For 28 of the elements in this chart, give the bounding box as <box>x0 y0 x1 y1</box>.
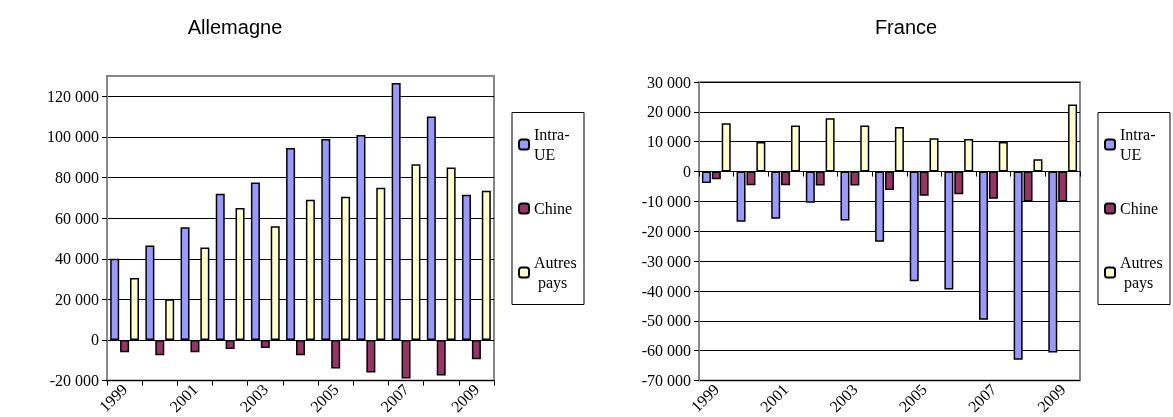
y-tick-label: 0 <box>91 331 99 349</box>
y-tick-label: 10 000 <box>647 133 691 151</box>
y-tick-label: 20 000 <box>55 290 99 308</box>
y-tick-label: -40 000 <box>641 282 691 300</box>
y-tick-label: -70 000 <box>641 372 691 390</box>
legend-label: Chine <box>534 200 573 217</box>
y-tick-label: 60 000 <box>55 209 99 227</box>
y-tick-label: 120 000 <box>47 87 99 105</box>
y-tick-label: -60 000 <box>641 342 691 360</box>
y-tick-label: -10 000 <box>641 192 691 210</box>
legend-label: Chine <box>1120 200 1159 217</box>
y-tick-label: 40 000 <box>55 250 99 268</box>
chart-title: France <box>874 16 938 38</box>
legend-label: Autres pays <box>1120 254 1163 292</box>
y-tick-label: -20 000 <box>641 222 691 240</box>
y-tick-label: 0 <box>683 163 691 181</box>
legend-label: Autres pays <box>534 254 577 292</box>
legend-label: Intra-UE <box>534 126 570 163</box>
y-tick-label: 80 000 <box>55 169 99 187</box>
y-tick-label: 100 000 <box>47 128 99 146</box>
y-tick-label: -20 000 <box>49 372 99 390</box>
chart-title: Allemagne <box>187 16 283 38</box>
y-tick-label: -50 000 <box>641 312 691 330</box>
y-tick-label: -30 000 <box>641 252 691 270</box>
y-tick-label: 30 000 <box>647 73 691 91</box>
legend-label: Intra-UE <box>1120 126 1156 163</box>
y-tick-label: 20 000 <box>647 103 691 121</box>
x-tick-label: 2003 <box>236 380 272 416</box>
